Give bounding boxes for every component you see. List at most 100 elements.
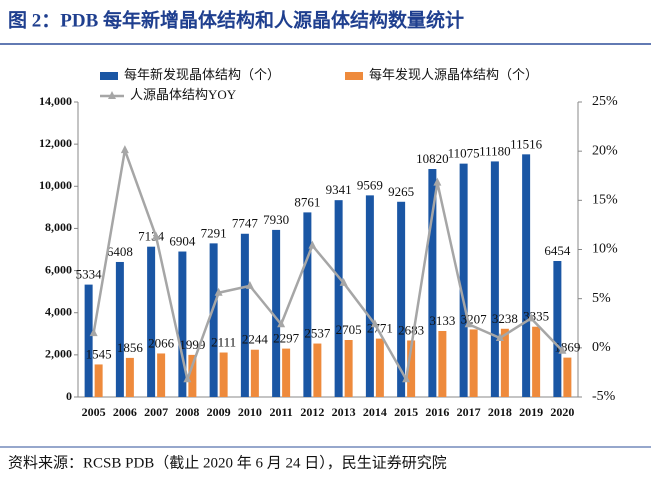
data-label: 2537 — [304, 326, 331, 341]
x-tick-label: 2009 — [207, 405, 231, 419]
yoy-marker — [495, 333, 504, 341]
data-label: 8761 — [294, 194, 320, 209]
bar — [240, 233, 249, 397]
bar — [188, 354, 197, 397]
data-label: 3133 — [429, 313, 455, 328]
data-label: 10820 — [416, 151, 449, 166]
data-label: 2705 — [336, 322, 362, 337]
data-label: 6408 — [107, 244, 133, 259]
bar — [344, 340, 353, 397]
yoy-marker — [402, 374, 411, 383]
data-label: 11516 — [510, 136, 543, 151]
x-tick-label: 2010 — [238, 405, 262, 419]
yoy-marker — [370, 319, 379, 328]
bar — [459, 163, 468, 397]
bar — [157, 353, 166, 397]
bar — [250, 349, 259, 397]
y2-tick-label: -5% — [592, 389, 616, 404]
bar — [303, 212, 312, 397]
data-label: 9341 — [326, 182, 352, 197]
bar — [313, 343, 322, 397]
source-note: 资料来源：RCSB PDB（截止 2020 年 6 月 24 日），民生证券研究… — [8, 453, 447, 471]
bar — [563, 357, 572, 397]
y-tick-label: 2,000 — [45, 347, 72, 361]
bar — [375, 338, 384, 397]
y-tick-label: 12,000 — [39, 136, 72, 150]
bar — [334, 200, 343, 397]
x-tick-label: 2019 — [519, 405, 543, 419]
y-tick-label: 0 — [66, 389, 72, 403]
legend-swatch — [345, 72, 363, 80]
data-label: 9265 — [388, 184, 414, 199]
bar — [522, 154, 531, 397]
yoy-marker — [339, 277, 348, 286]
yoy-marker — [120, 145, 129, 154]
bar — [438, 330, 447, 397]
chart-title: 图 2：PDB 每年新增晶体结构和人源晶体结构数量统计 — [8, 8, 464, 31]
bar — [115, 261, 124, 397]
data-label: 2111 — [211, 335, 236, 350]
yoy-marker — [558, 345, 567, 354]
data-label: 2066 — [148, 335, 175, 350]
bar — [500, 328, 509, 397]
data-label: 6454 — [544, 243, 571, 258]
yoy-marker — [183, 374, 192, 383]
yoy-marker — [308, 240, 317, 249]
x-tick-label: 2020 — [550, 405, 574, 419]
bar — [469, 329, 478, 397]
data-label: 7747 — [232, 216, 259, 231]
yoy-marker — [433, 177, 442, 186]
y2-tick-label: 5% — [592, 291, 611, 306]
data-label: 11180 — [479, 143, 511, 158]
x-tick-label: 2013 — [332, 405, 356, 419]
x-tick-label: 2006 — [113, 405, 137, 419]
data-label: 1545 — [86, 346, 112, 361]
x-tick-label: 2014 — [363, 405, 387, 419]
data-label: 5334 — [76, 267, 103, 282]
data-label: 7930 — [263, 212, 289, 227]
legend-label: 每年新发现晶体结构（个） — [124, 67, 280, 82]
y-tick-label: 8,000 — [45, 220, 72, 234]
legend-label: 人源晶体结构YOY — [130, 87, 237, 102]
yoy-marker — [527, 313, 536, 322]
data-label: 2297 — [273, 331, 300, 346]
data-label: 7291 — [201, 225, 227, 240]
yoy-marker — [464, 319, 473, 328]
x-tick-label: 2005 — [82, 405, 106, 419]
y-tick-label: 10,000 — [39, 178, 72, 192]
x-tick-label: 2016 — [425, 405, 449, 419]
bar — [428, 169, 437, 397]
y-tick-label: 4,000 — [45, 304, 72, 318]
data-label: 9569 — [357, 177, 383, 192]
bar — [147, 246, 156, 397]
x-tick-label: 2015 — [394, 405, 418, 419]
y2-tick-label: 25% — [592, 94, 618, 109]
data-label: 3207 — [461, 311, 488, 326]
legend-marker — [108, 91, 116, 99]
y2-tick-label: 10% — [592, 242, 618, 257]
y-tick-label: 6,000 — [45, 262, 72, 276]
bar — [490, 161, 499, 397]
x-tick-label: 2007 — [144, 405, 168, 419]
data-label: 1856 — [117, 340, 144, 355]
x-tick-label: 2008 — [175, 405, 199, 419]
y2-tick-label: 0% — [592, 340, 611, 355]
x-tick-label: 2018 — [488, 405, 512, 419]
legend-swatch — [100, 72, 118, 80]
bar — [219, 352, 228, 397]
bar — [94, 364, 103, 397]
legend-label: 每年发现人源晶体结构（个） — [369, 67, 538, 82]
x-tick-label: 2011 — [269, 405, 292, 419]
data-label: 2683 — [398, 322, 424, 337]
data-label: 7134 — [138, 229, 165, 244]
bar — [272, 229, 281, 397]
data-label: 6904 — [169, 234, 196, 249]
yoy-marker — [245, 280, 254, 289]
bar — [125, 357, 134, 397]
y-tick-label: 14,000 — [39, 94, 72, 108]
data-label: 2244 — [242, 332, 269, 347]
bar — [178, 251, 187, 397]
yoy-marker — [152, 231, 161, 240]
data-label: 11075 — [448, 146, 480, 161]
